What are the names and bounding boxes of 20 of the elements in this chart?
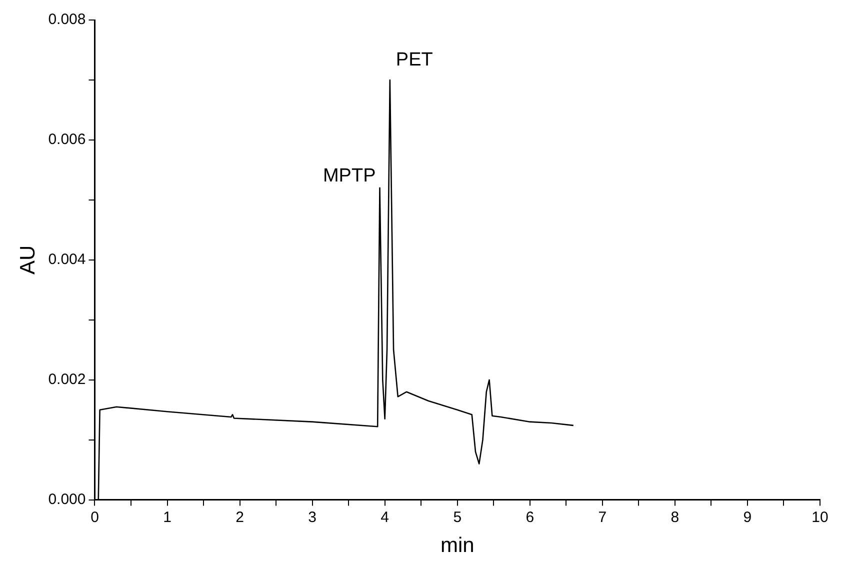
- y-tick-label: 0.008: [48, 11, 86, 28]
- x-tick-label: 8: [670, 508, 680, 526]
- y-tick-label: 0.006: [48, 131, 86, 148]
- x-tick-label: 2: [236, 508, 244, 526]
- x-tick-label: 3: [308, 508, 316, 526]
- y-axis-title: AU: [16, 245, 40, 274]
- y-tick-label: 0.004: [48, 251, 86, 268]
- y-tick-label: 0.000: [48, 490, 86, 508]
- annotation: PET: [396, 50, 434, 71]
- x-tick-label: 10: [812, 508, 828, 526]
- x-axis-title: min: [440, 534, 474, 558]
- x-tick-label: 5: [453, 508, 462, 526]
- x-tick-label: 1: [163, 508, 172, 526]
- x-tick-label: 6: [526, 508, 534, 526]
- y-tick-label: 0.002: [48, 370, 86, 388]
- annotation: MPTP: [322, 166, 376, 187]
- x-tick-label: 0: [90, 508, 99, 526]
- x-tick-label: 9: [743, 508, 752, 526]
- x-tick-label: 4: [380, 508, 390, 526]
- x-tick-label: 7: [598, 508, 607, 526]
